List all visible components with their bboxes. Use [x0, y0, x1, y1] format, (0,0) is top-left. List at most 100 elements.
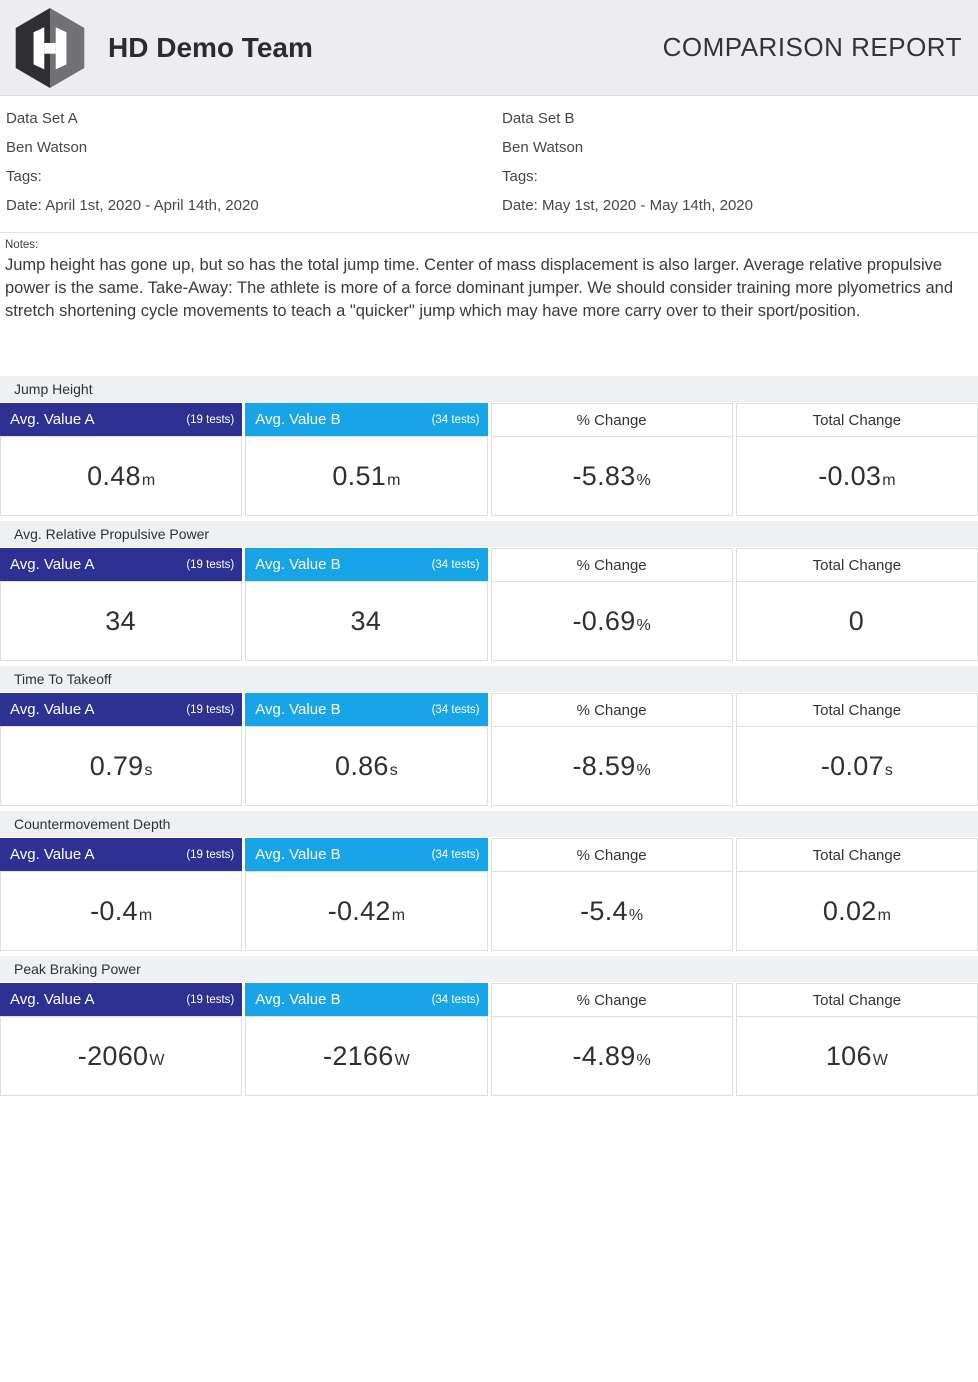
metric-title: Time To Takeoff: [0, 666, 978, 692]
avg-value-b-cell: -0.42m: [245, 871, 488, 951]
pct-change-label: % Change: [576, 846, 647, 864]
value-unit: %: [628, 906, 644, 924]
report-header: HD Demo Team COMPARISON REPORT: [0, 0, 978, 96]
total-change-label: Total Change: [812, 411, 902, 429]
tests-count-b: (34 tests): [431, 413, 480, 426]
avg-value-a-header: Avg. Value A (19 tests): [0, 983, 243, 1016]
value-number: 34: [350, 605, 382, 636]
total-change-cell: 0.02m: [735, 871, 978, 951]
metric-table: Avg. Value A (19 tests) Avg. Value B (34…: [0, 548, 978, 661]
metric-block-countermovement-depth: Countermovement Depth Avg. Value A (19 t…: [0, 811, 978, 951]
pct-change-label: % Change: [576, 991, 647, 1009]
avg-value-a-label: Avg. Value A: [10, 701, 95, 718]
metric-title: Avg. Relative Propulsive Power: [0, 521, 978, 547]
tests-count-a: (19 tests): [186, 848, 235, 861]
avg-value-b-header: Avg. Value B (34 tests): [245, 838, 488, 871]
value-unit: %: [636, 761, 651, 779]
avg-value-a-cell: -2060W: [0, 1016, 243, 1096]
avg-value-a-header: Avg. Value A (19 tests): [0, 403, 243, 436]
metric-block-peak-braking-power: Peak Braking Power Avg. Value A (19 test…: [0, 956, 978, 1096]
avg-value-a-cell: 0.79s: [0, 726, 243, 806]
pct-change-label: % Change: [576, 411, 647, 429]
dataset-b-athlete: Ben Watson: [502, 139, 584, 156]
pct-change-cell: -0.69%: [490, 581, 733, 661]
value-number: -0.03: [818, 460, 882, 491]
pct-change-cell: -5.83%: [490, 436, 733, 516]
value-number: -0.4: [90, 895, 138, 926]
avg-value-a-cell: -0.4m: [0, 871, 243, 951]
avg-value-a-header: Avg. Value A (19 tests): [0, 693, 243, 726]
value-number: 0.02: [822, 895, 877, 926]
notes-label: Notes:: [5, 239, 39, 251]
tests-count-b: (34 tests): [431, 993, 480, 1006]
tests-count-a: (19 tests): [186, 703, 235, 716]
value-unit: m: [882, 471, 896, 489]
avg-value-a-label: Avg. Value A: [10, 991, 95, 1008]
hd-logo-icon: [15, 7, 85, 88]
metric-block-jump-height: Jump Height Avg. Value A (19 tests) Avg.…: [0, 376, 978, 516]
avg-value-b-label: Avg. Value B: [255, 701, 341, 718]
pct-change-header: % Change: [490, 693, 733, 726]
value-number: -2166: [323, 1040, 394, 1071]
value-unit: W: [149, 1051, 165, 1069]
tests-count-a: (19 tests): [186, 993, 235, 1006]
avg-value-a-label: Avg. Value A: [10, 846, 95, 863]
value-unit: m: [391, 906, 406, 924]
value-unit: s: [389, 761, 398, 779]
value-number: 0.79: [89, 750, 144, 781]
pct-change-cell: -4.89%: [490, 1016, 733, 1096]
pct-change-cell: -8.59%: [490, 726, 733, 806]
avg-value-a-cell: 34: [0, 581, 243, 661]
total-change-cell: -0.07s: [735, 726, 978, 806]
dataset-a-tags: Tags:: [6, 168, 42, 185]
value-number: -2060: [77, 1040, 149, 1071]
value-unit: m: [387, 471, 401, 489]
avg-value-b-label: Avg. Value B: [255, 411, 341, 428]
report-title: COMPARISON REPORT: [662, 32, 962, 62]
tests-count-b: (34 tests): [431, 703, 480, 716]
value-number: 0: [848, 605, 865, 636]
total-change-label: Total Change: [812, 991, 902, 1009]
value-number: -5.4: [580, 895, 628, 926]
tests-count-a: (19 tests): [186, 558, 235, 571]
total-change-header: Total Change: [735, 693, 978, 726]
tests-count-b: (34 tests): [431, 848, 480, 861]
avg-value-a-header: Avg. Value A (19 tests): [0, 838, 243, 871]
value-number: -5.83: [572, 460, 636, 491]
value-number: 0.86: [335, 750, 389, 781]
value-unit: m: [141, 471, 156, 489]
dataset-b-date-range: Date: May 1st, 2020 - May 14th, 2020: [502, 197, 753, 214]
avg-value-b-header: Avg. Value B (34 tests): [245, 983, 488, 1016]
dataset-b-label: Data Set B: [502, 110, 575, 127]
avg-value-a-label: Avg. Value A: [10, 411, 95, 428]
metric-block-avg-relative-propulsive-power: Avg. Relative Propulsive Power Avg. Valu…: [0, 521, 978, 661]
avg-value-b-header: Avg. Value B (34 tests): [245, 403, 488, 436]
dataset-a-label: Data Set A: [6, 110, 78, 127]
avg-value-a-label: Avg. Value A: [10, 556, 95, 573]
avg-value-b-cell: 0.86s: [245, 726, 488, 806]
value-unit: s: [144, 761, 153, 779]
pct-change-header: % Change: [490, 983, 733, 1016]
pct-change-header: % Change: [490, 548, 733, 581]
value-unit: W: [872, 1051, 888, 1069]
total-change-header: Total Change: [735, 548, 978, 581]
total-change-label: Total Change: [812, 556, 902, 574]
value-number: 0.51: [332, 460, 387, 491]
total-change-cell: 0: [735, 581, 978, 661]
pct-change-label: % Change: [576, 701, 647, 719]
datasets-section: Data Set A Ben Watson Tags: Date: April …: [0, 96, 978, 233]
total-change-label: Total Change: [812, 701, 902, 719]
value-number: 0.48: [87, 460, 141, 491]
notes-text: Jump height has gone up, but so has the …: [5, 256, 953, 320]
avg-value-b-cell: 0.51m: [245, 436, 488, 516]
avg-value-b-label: Avg. Value B: [255, 991, 341, 1008]
metric-title: Peak Braking Power: [0, 956, 978, 982]
value-number: 34: [105, 605, 136, 636]
value-unit: m: [138, 906, 153, 924]
metric-block-time-to-takeoff: Time To Takeoff Avg. Value A (19 tests) …: [0, 666, 978, 806]
value-unit: %: [636, 471, 651, 489]
metric-title: Jump Height: [0, 376, 978, 402]
metric-title: Countermovement Depth: [0, 811, 978, 837]
value-unit: m: [877, 906, 891, 924]
avg-value-b-header: Avg. Value B (34 tests): [245, 548, 488, 581]
